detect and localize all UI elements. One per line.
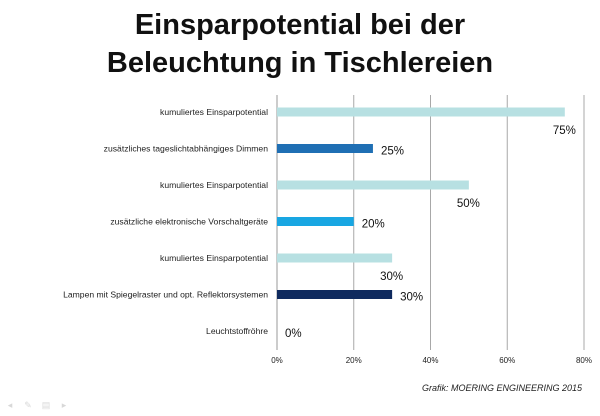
category-label: zusätzliche elektronische Vorschaltgerät… <box>110 217 268 227</box>
x-tick-label: 40% <box>422 356 438 365</box>
data-label: 30% <box>400 292 423 304</box>
data-label: 30% <box>380 271 403 283</box>
title-line-2: Beleuchtung in Tischlereien <box>106 47 494 79</box>
data-label: 20% <box>362 219 385 231</box>
x-tick-label: 80% <box>576 356 592 365</box>
data-label: 0% <box>285 328 302 340</box>
bar <box>277 107 565 117</box>
slide-toolbar[interactable]: ◂ ✎ ▤ ▸ <box>4 400 70 410</box>
category-label: Lampen mit Spiegelraster und opt. Reflek… <box>63 290 268 300</box>
pen-icon[interactable]: ✎ <box>24 400 32 410</box>
data-label: 25% <box>381 146 404 158</box>
category-label: zusätzliches tageslichtabhängiges Dimmen <box>104 144 269 154</box>
data-label: 75% <box>553 125 576 137</box>
title-line-1: Einsparpotential bei der <box>134 9 466 41</box>
x-tick-label: 0% <box>271 356 283 365</box>
chart-credit: Grafik: MOERING ENGINEERING 2015 <box>421 383 582 393</box>
category-label: kumuliertes Einsparpotential <box>160 180 268 190</box>
bar <box>277 217 354 226</box>
bar <box>277 290 393 299</box>
bar <box>277 180 469 190</box>
chart-title: Einsparpotential bei der Beleuchtung in … <box>0 6 600 82</box>
category-label: kumuliertes Einsparpotential <box>160 107 268 117</box>
slides-icon[interactable]: ▤ <box>41 400 51 410</box>
bar <box>277 144 373 153</box>
back-arrow-icon[interactable]: ◂ <box>7 400 13 410</box>
category-label: Leuchtstoffröhre <box>206 326 268 336</box>
bar <box>277 253 393 263</box>
x-tick-label: 60% <box>499 356 515 365</box>
data-label: 50% <box>457 198 480 210</box>
x-tick-label: 20% <box>346 356 362 365</box>
forward-arrow-icon[interactable]: ▸ <box>61 400 67 410</box>
category-label: kumuliertes Einsparpotential <box>160 253 268 263</box>
